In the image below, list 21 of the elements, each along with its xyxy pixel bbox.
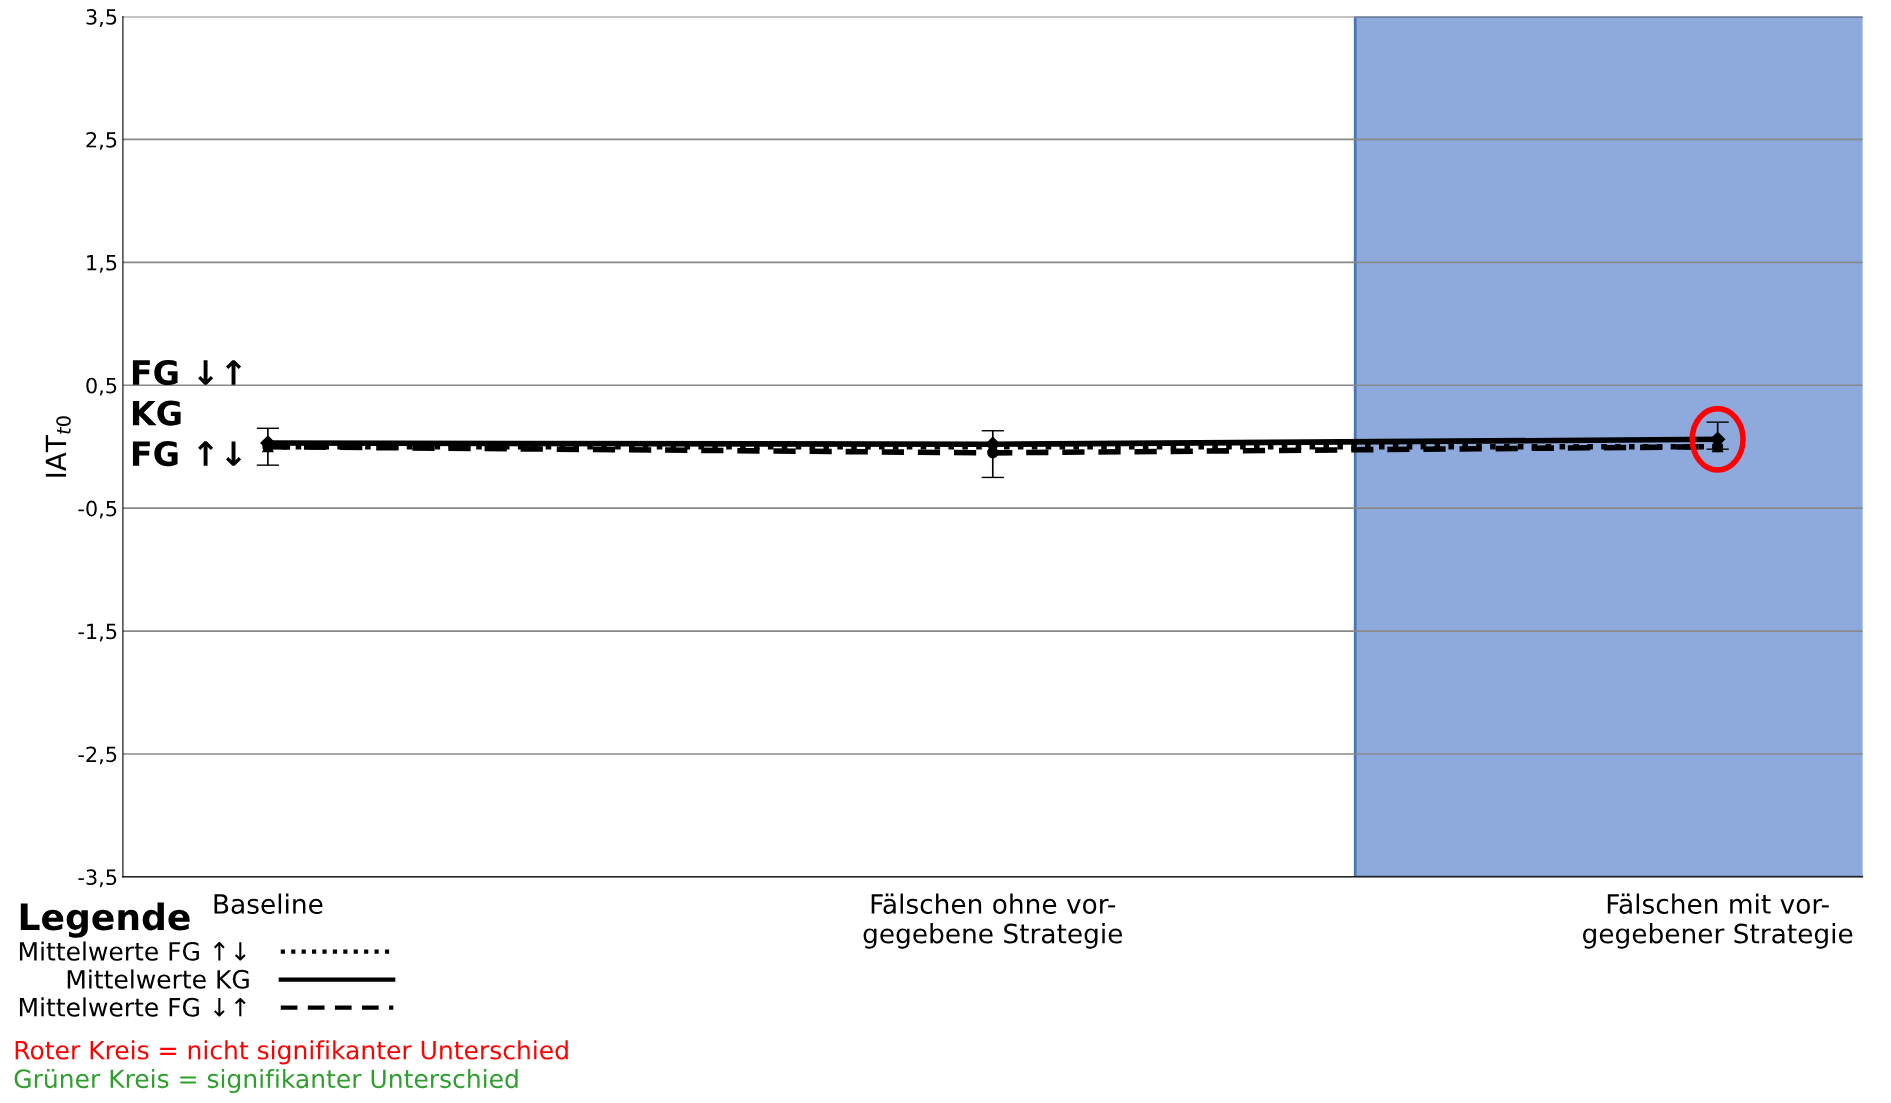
legend-label: Mittelwerte KG (67, 969, 249, 989)
text: Roter Kreis = nicht signifikanter Unterschied (15, 1040, 568, 1065)
legend-label: Mittelwerte FG ↓↑ (19, 997, 246, 1017)
x-tick-label: Fälschen mit vor- gegebener Strategie (1583, 893, 1853, 949)
y-tick-label: 3,5 (86, 9, 117, 27)
y-tick-label: 0,5 (86, 377, 117, 396)
text: Grüner Kreis = signifikanter Unterschied (14, 1068, 518, 1094)
annotation: KG (132, 400, 181, 426)
y-tick-label: -3,5 (78, 869, 117, 888)
legend-label: Mittelwerte FG ↑↓ (19, 941, 246, 961)
y-tick-label: -2,5 (78, 746, 117, 765)
legend-title: Legende (20, 902, 190, 938)
x-tick-label: Baseline (214, 893, 323, 914)
annotation: FG ↑↓ (132, 441, 242, 467)
y-tick-label: -0,5 (78, 500, 117, 519)
annotation: FG ↓↑ (132, 359, 242, 386)
x-tick-label: Fälschen ohne vor- gegebene Strategie (863, 893, 1123, 949)
y-tick-label: 1,5 (87, 255, 117, 273)
y-tick-label: -1,5 (78, 623, 117, 642)
y-axis-title: IAT$_{t0}$ (45, 416, 71, 477)
y-tick-label: 2,5 (86, 131, 117, 150)
